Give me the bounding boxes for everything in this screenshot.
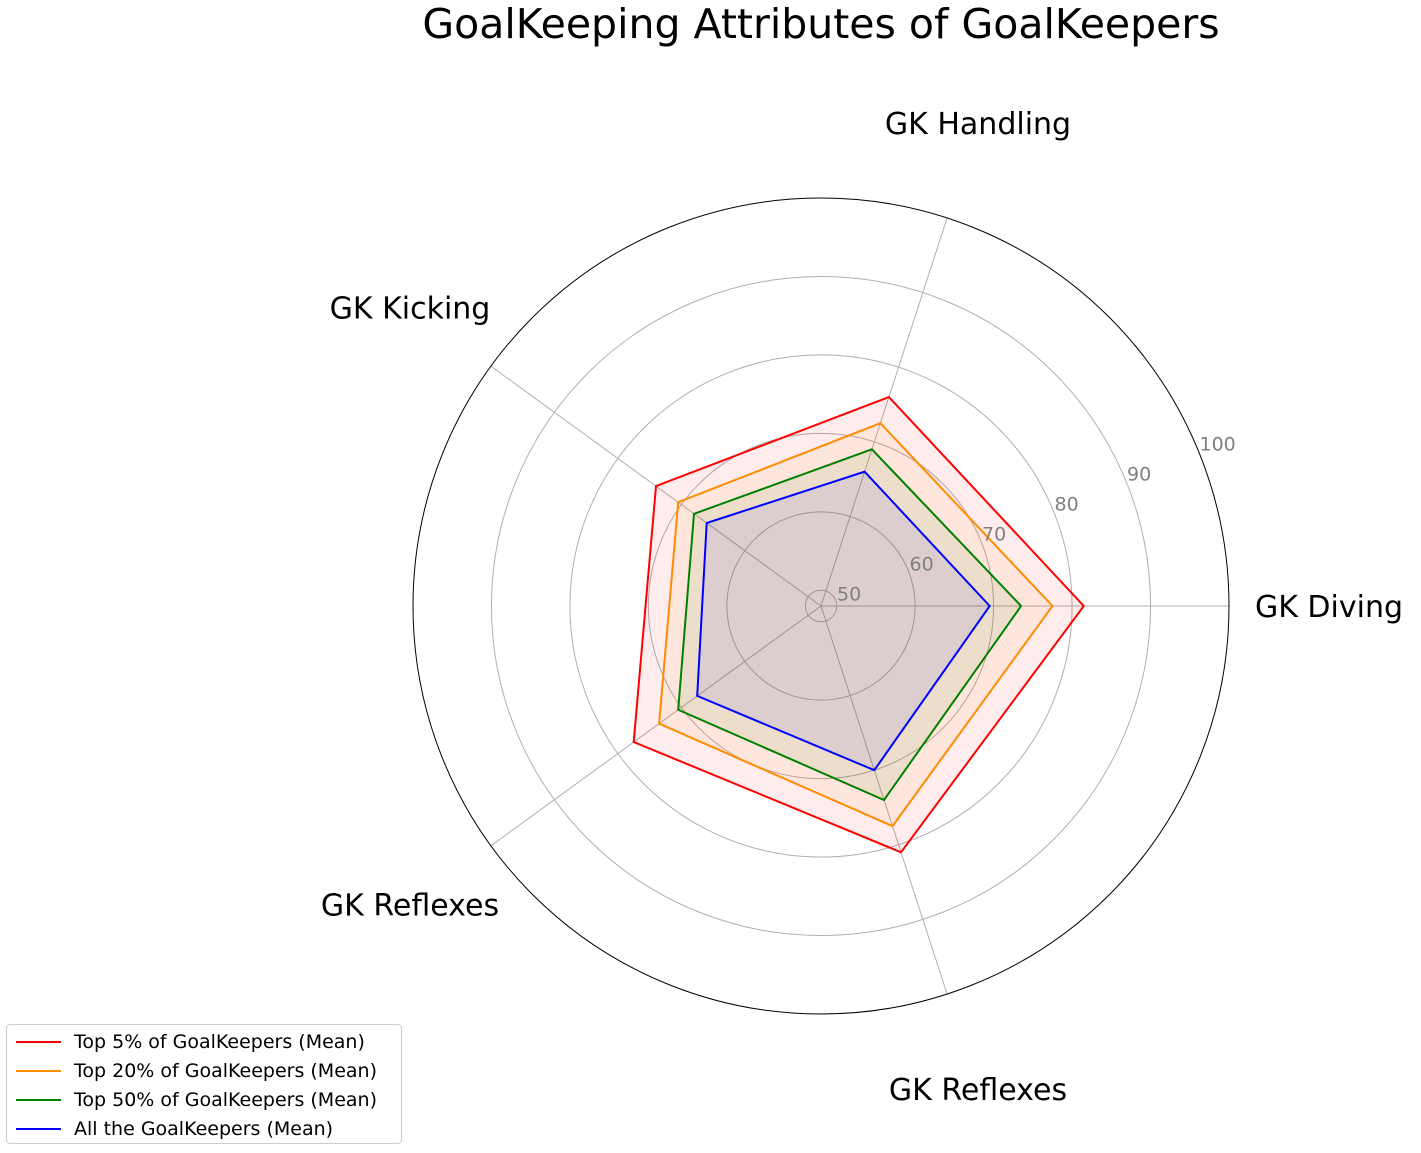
legend-item: Top 20% of GoalKeepers (Mean): [7, 1056, 401, 1085]
radar-frame: [412, 197, 1230, 1015]
legend-label: Top 5% of GoalKeepers (Mean): [74, 1030, 365, 1053]
series-line: [696, 470, 991, 772]
grid-spoke: [490, 605, 822, 847]
r-tick-label: 60: [910, 554, 934, 576]
series-line: [632, 395, 1086, 854]
legend-item: Top 50% of GoalKeepers (Mean): [7, 1085, 401, 1114]
r-tick-label: 80: [1055, 494, 1079, 516]
r-tick-label: 70: [982, 524, 1006, 546]
series-fill: [678, 449, 1022, 800]
legend-label: All the GoalKeepers (Mean): [74, 1117, 334, 1140]
legend-label: Top 50% of GoalKeepers (Mean): [74, 1088, 377, 1111]
category-label: GK Kicking: [330, 291, 491, 326]
series-line: [677, 448, 1023, 802]
category-label: GK Reflexes: [321, 889, 499, 924]
category-label: GK Diving: [1255, 590, 1403, 625]
grid-spoke: [820, 217, 948, 607]
r-tick-label: 100: [1200, 434, 1236, 456]
category-label: GK Handling: [885, 107, 1071, 142]
series-fill: [659, 423, 1053, 827]
legend-swatch: [16, 1040, 61, 1043]
radar-series: [632, 395, 1086, 854]
legend-item: Top 5% of GoalKeepers (Mean): [7, 1027, 401, 1056]
legend-label: Top 20% of GoalKeepers (Mean): [74, 1059, 377, 1082]
legend: Top 5% of GoalKeepers (Mean) Top 20% of G…: [6, 1024, 402, 1144]
series-fill: [697, 471, 990, 771]
radar-labels: 50 60 70 80 90 100 GK Diving GK Handling GK Kick…: [321, 107, 1403, 1108]
r-tick-label: 50: [837, 584, 861, 606]
series-line: [658, 422, 1054, 828]
legend-swatch: [16, 1098, 61, 1101]
category-label: GK Reflexes: [889, 1073, 1067, 1108]
legend-item: All the GoalKeepers (Mean): [7, 1114, 401, 1143]
chart-title: GoalKeeping Attributes of GoalKeepers: [422, 0, 1219, 48]
legend-swatch: [16, 1127, 61, 1130]
legend-swatch: [16, 1069, 61, 1072]
r-tick-label: 90: [1127, 464, 1151, 486]
